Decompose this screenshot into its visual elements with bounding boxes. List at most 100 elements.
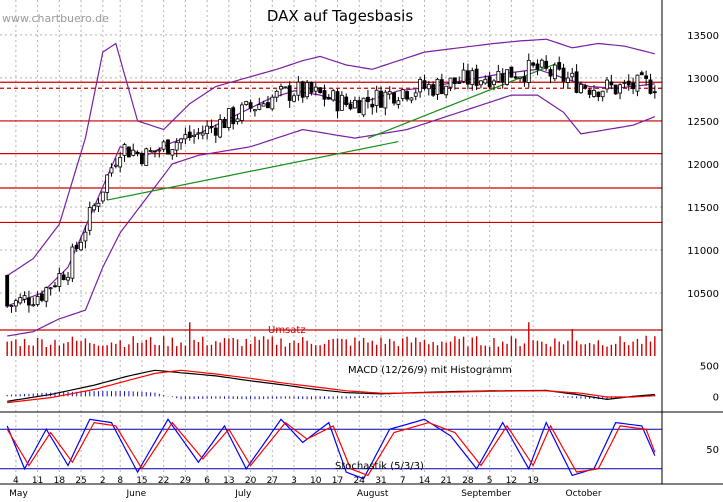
candle-body [535,63,540,70]
candle-body [161,141,166,150]
candle-body [505,69,509,85]
candle-body [326,97,331,100]
candle-body [274,90,279,98]
candle-body [544,60,549,69]
candle-body [422,80,427,89]
candle-body [465,70,470,85]
candle-body [426,84,431,90]
candle-body [409,97,414,101]
candle-body [205,125,210,134]
candle-body [548,69,553,77]
day-tick-label: 12 [506,476,517,486]
candle-body [257,104,262,110]
candle-body [622,82,627,84]
candle-body [400,89,405,99]
candle-body [5,275,10,307]
bollinger-middle-band [6,68,655,307]
candle-body [496,70,501,82]
candle-body [470,70,475,85]
candle-body [413,92,418,97]
candle-body [244,101,249,105]
day-tick-label: 29 [180,476,192,486]
month-label: May [9,489,28,498]
candle-body [287,85,292,101]
candle-body [461,69,466,82]
candle-body [226,108,231,128]
candle-body [213,127,218,136]
price-axis-tick-label: 11500 [687,203,719,214]
candle-body [222,118,227,129]
candle-body [174,141,179,151]
candle-body [331,90,336,101]
candle-body [283,86,288,89]
candle-body [261,103,266,107]
stochastic-line-pctd [6,421,656,477]
candle-body [370,103,375,108]
candle-body [531,62,536,66]
candle-body [374,89,379,106]
candle-body [574,71,579,93]
candle-body [318,87,323,94]
candle-body [144,148,149,166]
price-axis-tick-label: 11000 [687,246,719,257]
candle-body [587,89,592,95]
candle-body [296,81,301,96]
candle-body [66,276,70,281]
candle-body [513,76,518,79]
candle-body [339,94,344,111]
candle-body [61,274,66,281]
candle-body [644,75,649,79]
candle-body [609,81,614,86]
candle-body [187,131,192,139]
month-label: October [566,489,602,498]
day-tick-label: 24 [354,476,366,486]
candle-body [579,83,583,94]
candle-body [583,85,588,89]
candle-body [192,134,197,137]
candle-body [70,246,75,279]
candle-body [239,104,244,121]
day-tick-label: 10 [310,476,322,486]
day-tick-label: 18 [54,476,66,486]
candle-body [79,241,83,251]
price-axis-tick-label: 12000 [687,160,719,171]
day-tick-label: 6 [204,476,210,486]
price-axis-tick-label: 13500 [687,31,719,42]
candle-body [526,59,531,83]
candle-body [109,167,114,174]
candle-body [248,102,253,109]
candle-body [170,149,175,156]
day-tick-label: 14 [419,476,431,486]
candle-body [392,92,396,104]
candle-body [35,296,40,305]
candle-body [635,74,640,92]
candle-body [22,295,27,300]
candle-body [387,91,392,95]
candle-body [253,109,257,112]
day-tick-label: 31 [375,476,386,486]
candle-body [122,144,127,156]
candle-body [552,64,557,80]
candle-body [557,62,562,70]
candle-body [487,76,492,88]
candle-body [357,100,362,114]
day-tick-label: 8 [117,476,123,486]
price-axis-tick-label: 12500 [687,117,719,128]
day-tick-label: 21 [440,476,451,486]
candle-body [100,191,105,202]
candle-body [183,134,188,140]
candle-body [53,285,57,288]
candle-body [361,97,366,116]
candle-body [344,96,349,105]
macd-axis-tick-label: 0 [713,392,719,403]
candle-body [200,132,205,136]
candle-body [157,149,162,152]
candle-body [13,300,18,307]
candle-body [561,67,566,82]
trendline-uptrend-june [107,140,399,201]
candle-body [570,72,575,78]
stoch-label: Stochastik (5/3/3) [335,461,424,472]
month-label: September [461,489,511,498]
month-label: August [357,489,389,498]
price-axis-tick-label: 10500 [687,289,719,300]
